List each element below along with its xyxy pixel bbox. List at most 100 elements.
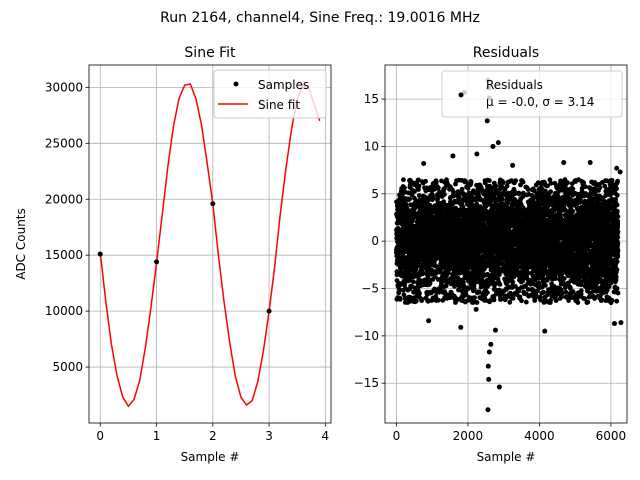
residual-point [533,294,539,300]
residual-point [548,180,554,186]
residual-point [468,179,474,185]
residual-point [484,290,490,295]
residual-point [433,180,439,185]
legend-samples-marker [233,81,239,87]
residual-point [493,187,499,193]
residual-point [484,197,490,202]
residual-point [401,177,406,183]
residual-point [418,278,424,284]
sample-point [266,308,272,314]
x-tick-label: 0 [96,429,104,443]
x-tick-label: 1 [153,429,161,443]
residual-point [419,298,424,303]
residual-point [507,299,513,305]
residual-point [525,287,531,292]
residual-point [563,289,569,295]
residual-point [548,297,553,303]
residual-point [567,286,573,291]
sample-point [154,259,160,265]
residual-point [420,270,426,276]
residual-point [423,178,428,184]
legend-sine-fit-label: Sine fit [258,98,300,112]
residual-point [520,179,526,185]
residual-point [427,280,433,286]
residual-point [463,179,468,184]
residual-point [477,289,482,295]
residual-point [465,186,471,191]
residual-point [430,195,436,201]
residual-point [437,190,443,196]
residual-point [548,189,553,195]
residual-point [463,292,469,298]
residual-point [516,288,522,294]
residual-point [416,187,421,192]
residual-point [561,276,567,281]
x-tick-label: 4 [322,429,330,443]
residual-point [407,196,412,202]
residual-point [471,286,477,292]
residual-point [465,286,471,292]
residual-point [442,192,447,197]
residual-point [506,190,511,196]
residual-point [538,297,543,303]
residual-point [535,288,540,294]
residual-point [542,266,548,272]
residual-point [416,177,421,183]
residual-point [519,298,524,304]
residual-point [525,270,531,276]
residual-point [472,295,477,300]
residual-point [504,183,510,189]
sine-fit-line [99,83,321,408]
sine-fit-axes-frame [88,64,332,424]
residual-point [553,276,558,281]
residual-point [497,272,502,277]
y-tick-label: 15000 [45,248,83,262]
residual-point [543,283,548,288]
sine-fit-marks [97,83,321,408]
sample-point [210,201,216,207]
y-tick-label: 25000 [45,136,83,150]
residual-point [543,188,548,194]
residual-point [459,186,465,192]
residual-point [565,180,570,186]
residual-point [416,193,422,198]
residuals-marks [394,77,624,413]
residual-point [485,271,490,277]
residual-point [500,180,506,185]
residual-point [510,279,516,285]
residual-point [525,187,531,193]
residual-point [402,185,407,191]
residual-point [553,298,559,303]
residual-point [416,183,422,189]
residual-point [504,295,509,300]
sine-fit-ylabel: ADC Counts [14,208,28,280]
sine-fit-legend: Samples Sine fit [213,69,327,119]
residual-point [413,298,419,304]
sine-fit-title: Sine Fit [184,45,236,61]
x-tick-label: 2 [209,429,217,443]
y-tick-label: 5000 [52,360,83,374]
residual-point [474,300,480,305]
residual-point [397,287,402,292]
residual-point [499,197,505,203]
sine-fit-legend-box [213,69,327,119]
residual-point [498,297,503,302]
residual-point [457,194,462,200]
residual-point [408,202,414,208]
residual-point [540,289,546,295]
residual-point [397,297,403,302]
residual-point [497,282,503,287]
residual-point [491,297,497,303]
sine-fit-grid [89,65,331,423]
residual-point [523,299,529,305]
residual-point [402,295,408,301]
residual-point [516,191,522,197]
residual-point [513,178,518,184]
residual-point [520,194,526,200]
residual-point [442,185,447,191]
sine-fit-xlabel: Sample # [181,450,240,464]
residual-point [455,297,460,302]
residual-point [537,281,542,287]
